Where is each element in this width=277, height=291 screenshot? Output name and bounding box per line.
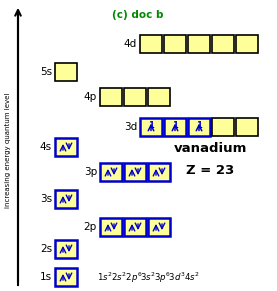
Text: 2p: 2p xyxy=(84,222,97,232)
Bar xyxy=(55,240,77,258)
Text: 1s: 1s xyxy=(40,272,52,282)
Bar xyxy=(188,35,210,53)
Text: Z = 23: Z = 23 xyxy=(186,164,234,177)
Bar xyxy=(236,35,258,53)
Text: 3d: 3d xyxy=(124,122,137,132)
Bar xyxy=(124,218,146,236)
Bar xyxy=(188,118,210,136)
Bar xyxy=(100,218,122,236)
Bar xyxy=(140,35,162,53)
Bar xyxy=(55,63,77,81)
Bar xyxy=(148,218,170,236)
Bar xyxy=(148,163,170,181)
Text: vanadium: vanadium xyxy=(173,141,247,155)
Bar xyxy=(124,163,146,181)
Bar xyxy=(236,118,258,136)
Bar xyxy=(212,118,234,136)
Text: 4d: 4d xyxy=(124,39,137,49)
Bar xyxy=(164,35,186,53)
Text: (c) doc b: (c) doc b xyxy=(112,10,164,20)
Bar xyxy=(140,118,162,136)
Text: 4s: 4s xyxy=(40,142,52,152)
Text: 1: 1 xyxy=(172,122,178,130)
Bar xyxy=(55,190,77,208)
Bar xyxy=(148,88,170,106)
Text: 5s: 5s xyxy=(40,67,52,77)
Bar xyxy=(55,268,77,286)
Text: 1: 1 xyxy=(148,122,154,130)
Bar xyxy=(124,88,146,106)
Text: 3p: 3p xyxy=(84,167,97,177)
Text: 2s: 2s xyxy=(40,244,52,254)
Bar xyxy=(100,163,122,181)
Bar xyxy=(55,138,77,156)
Text: 4p: 4p xyxy=(84,92,97,102)
Text: increasing energy quantum level: increasing energy quantum level xyxy=(5,92,11,208)
Bar xyxy=(100,88,122,106)
Text: 1: 1 xyxy=(196,122,202,130)
Bar xyxy=(164,118,186,136)
Text: 3s: 3s xyxy=(40,194,52,204)
Bar xyxy=(212,35,234,53)
Text: $1s^22s^22p^6\!3s^23p^6\!3d^34s^2$: $1s^22s^22p^6\!3s^23p^6\!3d^34s^2$ xyxy=(96,271,199,285)
